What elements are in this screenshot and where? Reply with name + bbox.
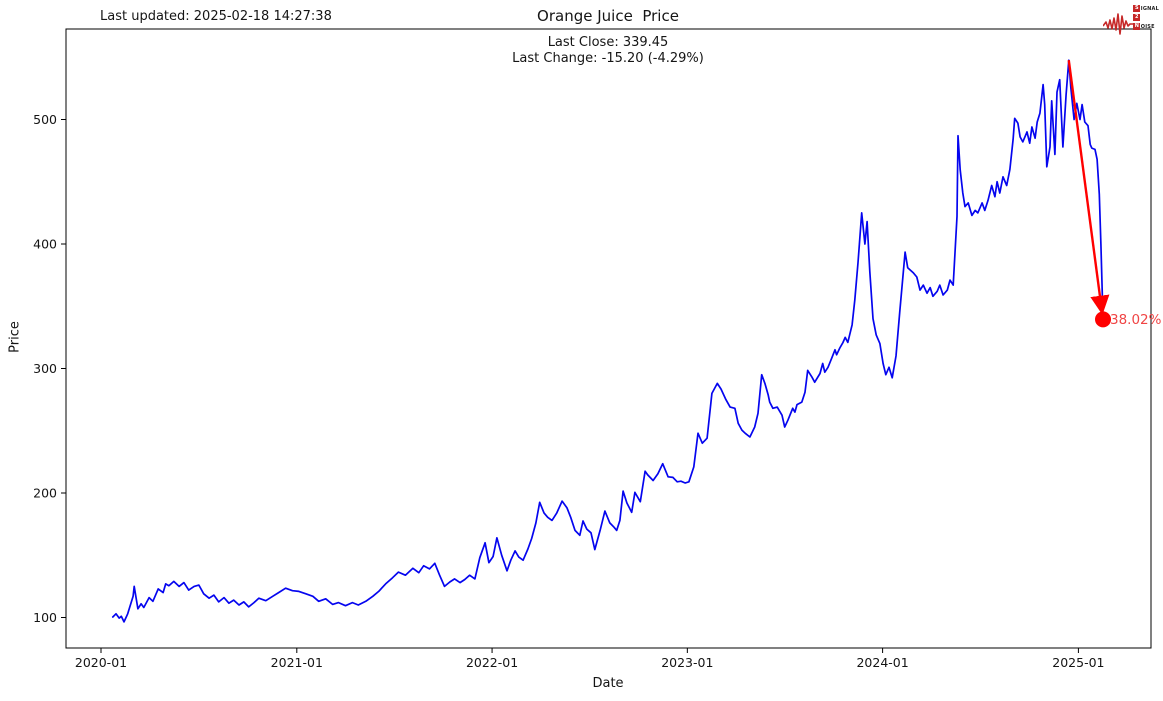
chart-title: Orange Juice Price (537, 7, 679, 25)
last-updated-text: Last updated: 2025-02-18 14:27:38 (100, 9, 332, 24)
last-change-text: Last Change: -15.20 (-4.29%) (512, 51, 704, 66)
y-tick-label: 300 (33, 361, 57, 376)
x-tick-label: 2021-01 (271, 655, 323, 670)
drop-arrow (1067, 60, 1110, 315)
signal2noise-logo: S IGNAL 2 N OISE (1103, 2, 1159, 42)
logo-text-rows: S IGNAL 2 N OISE (1133, 5, 1159, 30)
x-tick-label: 2023-01 (661, 655, 713, 670)
logo-badge-s: S (1133, 5, 1141, 12)
y-axis-label: Price (7, 321, 23, 353)
y-tick-label: 100 (33, 610, 57, 625)
x-axis-label: Date (592, 676, 624, 691)
x-tick-label: 2022-01 (466, 655, 518, 670)
y-tick-label: 400 (33, 237, 57, 252)
logo-badge-2: 2 (1133, 14, 1141, 21)
logo-row-2: 2 (1133, 14, 1141, 21)
x-tick-label: 2024-01 (856, 655, 908, 670)
x-tick-label: 2025-01 (1052, 655, 1104, 670)
y-tick-label: 200 (33, 486, 57, 501)
plot-frame (65, 28, 1152, 649)
x-tick-label: 2020-01 (75, 655, 127, 670)
logo-badge-n: N (1133, 23, 1141, 30)
logo-row-noise: N OISE (1133, 23, 1155, 30)
price-line (111, 59, 1104, 623)
drop-percent-label: 38.02% (1110, 312, 1162, 328)
y-tick-label: 500 (33, 112, 57, 127)
last-price-dot (1095, 311, 1112, 328)
last-close-text: Last Close: 339.45 (547, 35, 669, 50)
logo-row-signal: S IGNAL (1133, 5, 1159, 12)
waveform-icon (1103, 13, 1136, 35)
